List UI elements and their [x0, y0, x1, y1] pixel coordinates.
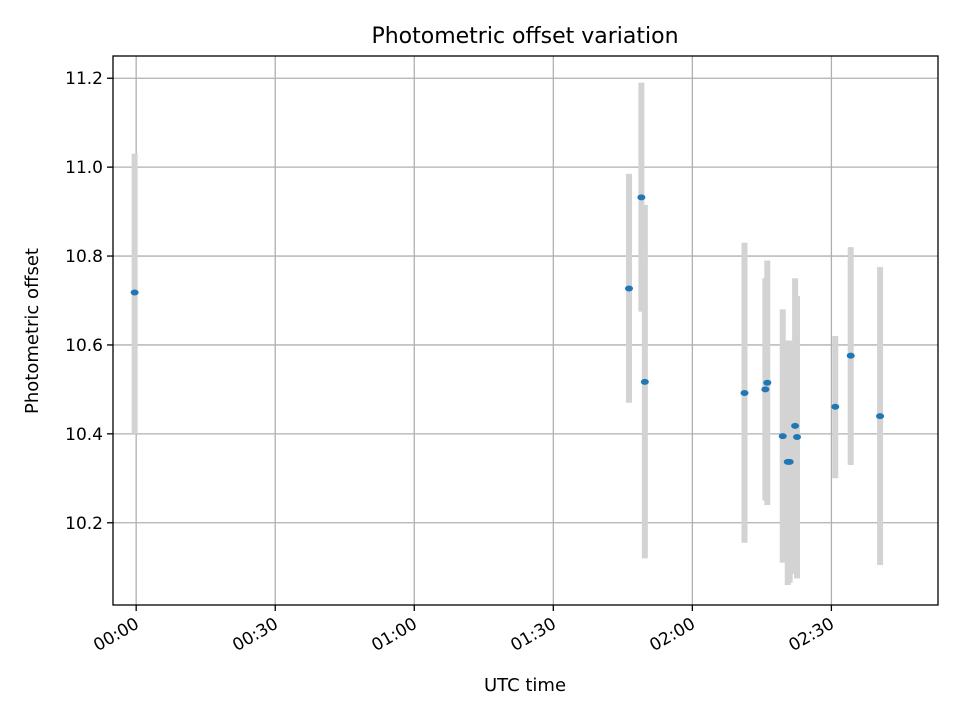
- data-point: [778, 433, 787, 440]
- data-point: [793, 433, 802, 440]
- data-point: [831, 403, 840, 410]
- data-point: [640, 378, 649, 385]
- data-point: [785, 458, 794, 465]
- grid: [113, 56, 938, 605]
- data-point: [637, 194, 646, 201]
- data-point: [763, 379, 772, 386]
- y-axis-label: Photometric offset: [22, 248, 43, 414]
- data-points: [130, 194, 885, 465]
- chart-title: Photometric offset variation: [371, 24, 678, 49]
- data-point: [846, 352, 855, 359]
- data-point: [130, 289, 139, 296]
- data-point: [876, 413, 885, 420]
- y-tick-label: 10.6: [65, 336, 103, 356]
- y-tick-label: 11.2: [65, 69, 103, 89]
- y-tick-label: 10.4: [65, 425, 103, 445]
- y-axis-ticks: 10.2 10.4 10.6 10.8 11.0 11.2: [65, 69, 113, 534]
- y-tick-label: 11.0: [65, 158, 103, 178]
- x-axis-label: UTC time: [484, 675, 566, 696]
- data-point: [791, 422, 800, 429]
- y-tick-label: 10.8: [65, 247, 103, 267]
- y-tick-label: 10.2: [65, 514, 103, 534]
- data-point: [625, 285, 634, 292]
- plot-frame: [112, 55, 939, 606]
- data-point: [740, 389, 749, 396]
- data-point: [761, 386, 770, 393]
